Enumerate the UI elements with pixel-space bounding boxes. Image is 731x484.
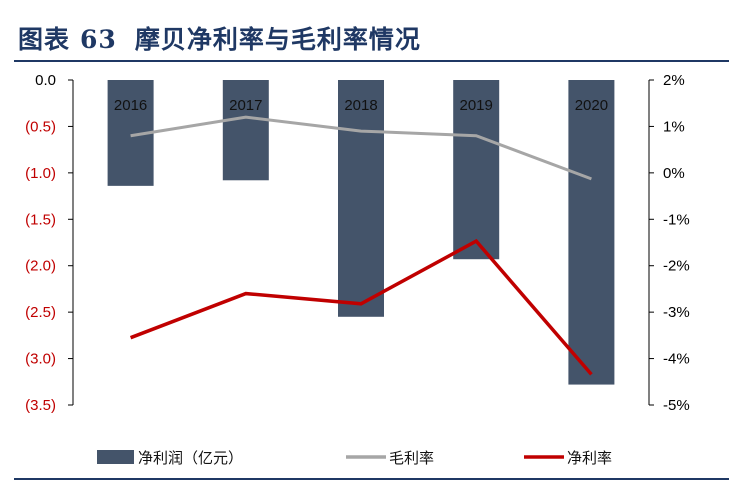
legend-label-net-margin: 净利率 [567, 449, 612, 467]
category-label-2017: 2017 [229, 97, 262, 114]
left-tick-label: (0.5) [25, 118, 56, 135]
legend-swatch-net-profit [97, 450, 134, 464]
title-text: 摩贝净利率与毛利率情况 [134, 25, 421, 54]
right-tick-label: -2% [663, 258, 690, 275]
bar-2019 [453, 80, 500, 260]
legend-label-net-profit: 净利润（亿元） [138, 449, 243, 467]
left-tick-label: (1.0) [25, 165, 56, 182]
left-tick-label: (3.5) [25, 397, 56, 414]
right-tick-label: -5% [663, 397, 690, 414]
left-tick-label: (2.5) [25, 304, 56, 321]
right-tick-label: 0% [663, 165, 685, 182]
left-tick-label: (1.5) [25, 211, 56, 228]
category-label-2020: 2020 [575, 97, 608, 114]
legend-label-gross-margin: 毛利率 [389, 449, 434, 467]
title-row: 图表 63 摩贝净利率与毛利率情况 [0, 0, 731, 62]
right-tick-label: -4% [663, 351, 690, 368]
right-tick-label: 1% [663, 118, 685, 135]
left-tick-label: (3.0) [25, 351, 56, 368]
right-tick-label: -1% [663, 211, 690, 228]
category-label-2016: 2016 [114, 97, 147, 114]
bar-2017 [222, 80, 269, 181]
category-label-2019: 2019 [460, 97, 493, 114]
category-labels: 2016 2017 2018 2019 2020 [114, 97, 608, 114]
axes: 0.0 (0.5) (1.0) (1.5) (2.0) (2.5) (3.0) (3.5) 2%… [25, 72, 690, 414]
right-tick-label: 2% [663, 72, 685, 89]
bar-2018 [338, 80, 384, 317]
series-lines [129, 115, 593, 376]
title-prefix: 图表 [18, 25, 71, 54]
left-tick-label: (2.0) [25, 258, 56, 275]
title-rule [14, 60, 729, 62]
page-title: 图表 63 摩贝净利率与毛利率情况 [18, 20, 421, 56]
category-label-2018: 2018 [344, 97, 377, 114]
chart: 0.0 (0.5) (1.0) (1.5) (2.0) (2.5) (3.0) (3.5) 2%… [25, 72, 690, 467]
bars [107, 80, 615, 385]
title-number: 63 [80, 25, 117, 54]
bar-2020 [568, 80, 615, 385]
bottom-rule [14, 478, 729, 480]
right-tick-label: -3% [663, 304, 690, 321]
legend: 净利润（亿元） 毛利率 净利率 [97, 449, 612, 467]
left-tick-label: 0.0 [35, 72, 56, 89]
